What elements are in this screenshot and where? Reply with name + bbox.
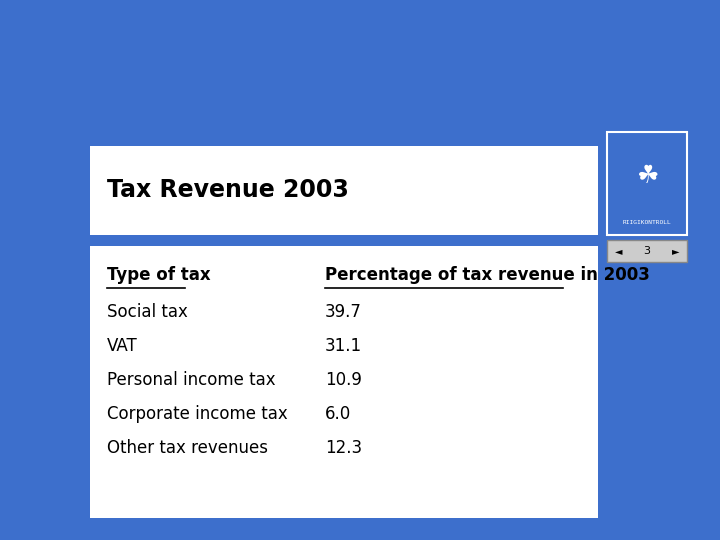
Text: ☘: ☘ (636, 164, 658, 187)
Text: Tax Revenue 2003: Tax Revenue 2003 (107, 178, 349, 202)
Text: VAT: VAT (107, 337, 138, 355)
Text: Other tax revenues: Other tax revenues (107, 439, 268, 457)
FancyBboxPatch shape (606, 240, 688, 262)
FancyBboxPatch shape (90, 246, 598, 518)
Text: Personal income tax: Personal income tax (107, 371, 276, 389)
Text: 10.9: 10.9 (325, 371, 361, 389)
Text: 3: 3 (644, 246, 650, 256)
Text: 31.1: 31.1 (325, 337, 362, 355)
Text: ►: ► (672, 246, 679, 256)
Text: 39.7: 39.7 (325, 303, 361, 321)
Text: ◄: ◄ (615, 246, 622, 256)
Text: Social tax: Social tax (107, 303, 188, 321)
FancyBboxPatch shape (90, 146, 598, 235)
Text: Percentage of tax revenue in 2003: Percentage of tax revenue in 2003 (325, 266, 649, 285)
Text: 12.3: 12.3 (325, 439, 362, 457)
Text: RIIGIKONTROLL: RIIGIKONTROLL (623, 220, 671, 225)
Text: Corporate income tax: Corporate income tax (107, 405, 288, 423)
FancyBboxPatch shape (606, 132, 688, 235)
Text: 6.0: 6.0 (325, 405, 351, 423)
Text: Type of tax: Type of tax (107, 266, 211, 285)
